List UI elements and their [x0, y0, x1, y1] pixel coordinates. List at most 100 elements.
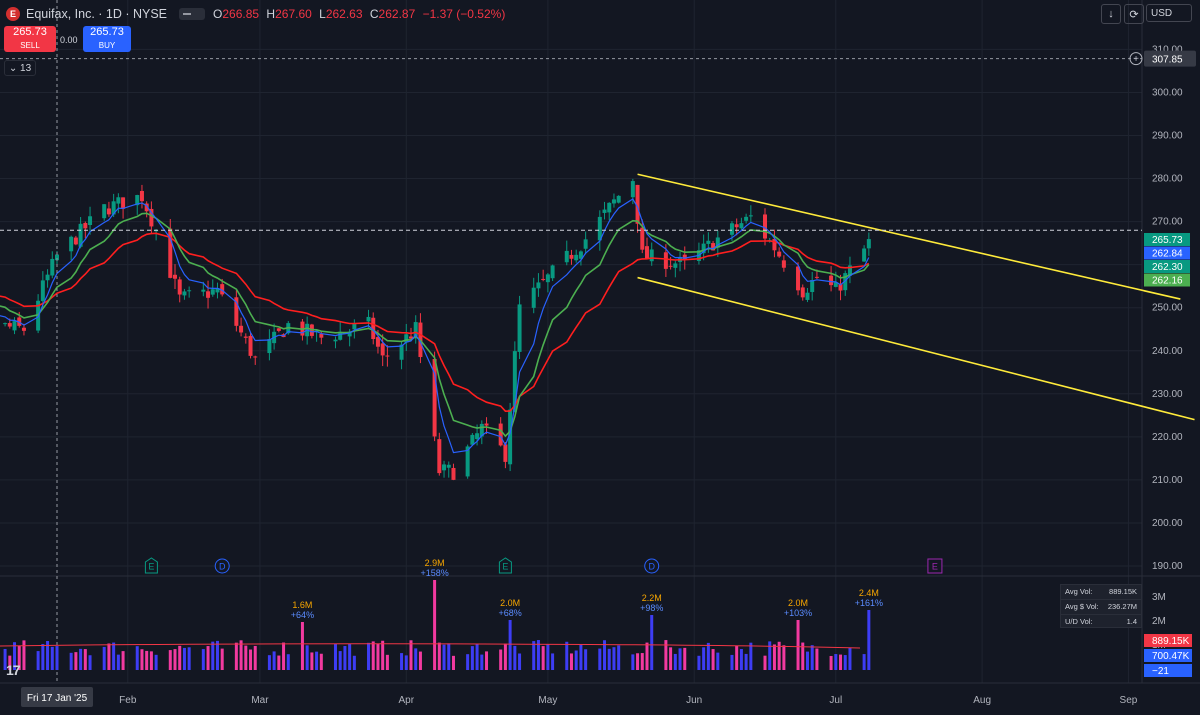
- candle: [55, 254, 59, 261]
- volume-bar: [154, 654, 158, 670]
- open-value: 266.85: [222, 7, 260, 21]
- volume-bar: [8, 655, 12, 670]
- volume-bar: [305, 645, 309, 670]
- volume-stats-box: Avg Vol: 889.15K Avg $ Vol: 236.27M U/D Vo…: [1060, 584, 1142, 628]
- volume-bar: [414, 648, 418, 670]
- candle: [484, 423, 489, 426]
- volume-bar: [536, 640, 540, 670]
- volume-bar: [300, 622, 304, 670]
- y-tick-label: 210.00: [1152, 475, 1183, 486]
- volume-bar: [343, 646, 347, 670]
- volume-bar: [749, 642, 753, 670]
- chart-header: E Equifax, Inc. · 1D · NYSE O266.85 H267…: [6, 5, 509, 23]
- volume-bar: [839, 654, 843, 670]
- volume-bar: [518, 653, 522, 670]
- refresh-icon[interactable]: ⟳: [1124, 4, 1144, 24]
- candle: [380, 343, 385, 356]
- candle: [862, 248, 867, 262]
- ohlc-readout: O266.85 H267.60 L262.63 C262.87 −1.37 (−…: [213, 7, 506, 21]
- candle: [602, 209, 607, 213]
- candle: [187, 290, 192, 292]
- candle: [7, 323, 12, 327]
- volume-bar: [121, 651, 125, 670]
- volume-bar: [315, 651, 319, 670]
- candle: [479, 423, 484, 437]
- volume-bar: [385, 654, 389, 670]
- volume-bar: [631, 654, 635, 670]
- volume-value-label: 2.4M: [859, 588, 879, 598]
- candle: [173, 274, 177, 279]
- event-letter: D: [219, 562, 226, 572]
- candle: [503, 444, 508, 462]
- low-value: 262.63: [325, 7, 363, 21]
- candle: [578, 251, 583, 259]
- volume-bar: [447, 643, 451, 670]
- spread-value: 0.00: [60, 35, 78, 45]
- volume-bar: [244, 645, 248, 670]
- volume-bar: [400, 653, 404, 670]
- volume-bar: [706, 642, 710, 670]
- candle: [371, 317, 376, 340]
- crosshair-date-tag: [21, 687, 93, 707]
- candle: [451, 467, 456, 480]
- candle: [833, 282, 838, 287]
- volume-bar: [17, 645, 21, 670]
- candle: [663, 252, 668, 269]
- volume-bar: [249, 649, 253, 670]
- volume-bar: [239, 640, 243, 670]
- x-tick-label: Jun: [686, 695, 702, 706]
- y-tick-label: 220.00: [1152, 432, 1183, 443]
- candle: [404, 334, 409, 343]
- volume-bar: [253, 645, 257, 670]
- volume-bar: [83, 649, 87, 670]
- volume-bar: [338, 651, 342, 670]
- volume-bar: [485, 651, 489, 670]
- dividend-marker: [214, 558, 230, 574]
- candle: [640, 227, 645, 250]
- candle: [607, 202, 612, 213]
- candle: [550, 265, 555, 279]
- price-label: 262.30: [1152, 262, 1183, 273]
- volume-bar: [112, 642, 116, 670]
- candle: [432, 358, 437, 437]
- volume-bar: [669, 647, 673, 670]
- candle: [106, 208, 111, 215]
- y-tick-label: 310.00: [1152, 44, 1183, 55]
- plus-icon: +: [1133, 54, 1139, 65]
- candle: [564, 250, 569, 263]
- volume-bar: [702, 647, 706, 670]
- candle: [437, 439, 442, 474]
- volume-tag-label: −21: [1152, 666, 1169, 677]
- candle: [399, 344, 404, 360]
- volume-bar: [74, 652, 78, 670]
- sell-button[interactable]: 265.73 SELL: [4, 26, 56, 52]
- volume-bar: [173, 649, 177, 670]
- y-tick-label: 270.00: [1152, 217, 1183, 228]
- indicators-collapse-button[interactable]: ⌄ 13: [4, 60, 36, 76]
- volume-bar: [584, 649, 588, 670]
- volume-bar: [735, 645, 739, 670]
- candle: [498, 423, 503, 446]
- volume-bar: [565, 641, 569, 670]
- candle: [111, 201, 116, 215]
- volume-bar: [46, 640, 50, 670]
- currency-select[interactable]: USD: [1146, 4, 1192, 22]
- volume-bar: [442, 644, 446, 670]
- symbol-title[interactable]: Equifax, Inc. · 1D · NYSE: [26, 7, 168, 21]
- price-label: 262.16: [1152, 276, 1183, 287]
- candle: [706, 240, 711, 244]
- y-tick-label: 240.00: [1152, 346, 1183, 357]
- volume-pct-label: +64%: [291, 610, 314, 620]
- volume-bar: [102, 646, 106, 670]
- volume-bar: [50, 646, 54, 670]
- arrow-down-icon[interactable]: ↓: [1101, 4, 1121, 24]
- volume-bar: [178, 645, 182, 670]
- volume-value-label: 1.6M: [292, 600, 312, 610]
- x-tick-label: May: [538, 695, 557, 706]
- avg-vol-row: Avg Vol: 889.15K: [1061, 585, 1141, 600]
- buy-button[interactable]: 265.73 BUY: [83, 26, 131, 52]
- volume-pct-label: +158%: [420, 568, 448, 578]
- collapse-legend-icon[interactable]: [179, 8, 206, 20]
- volume-bar: [282, 642, 286, 670]
